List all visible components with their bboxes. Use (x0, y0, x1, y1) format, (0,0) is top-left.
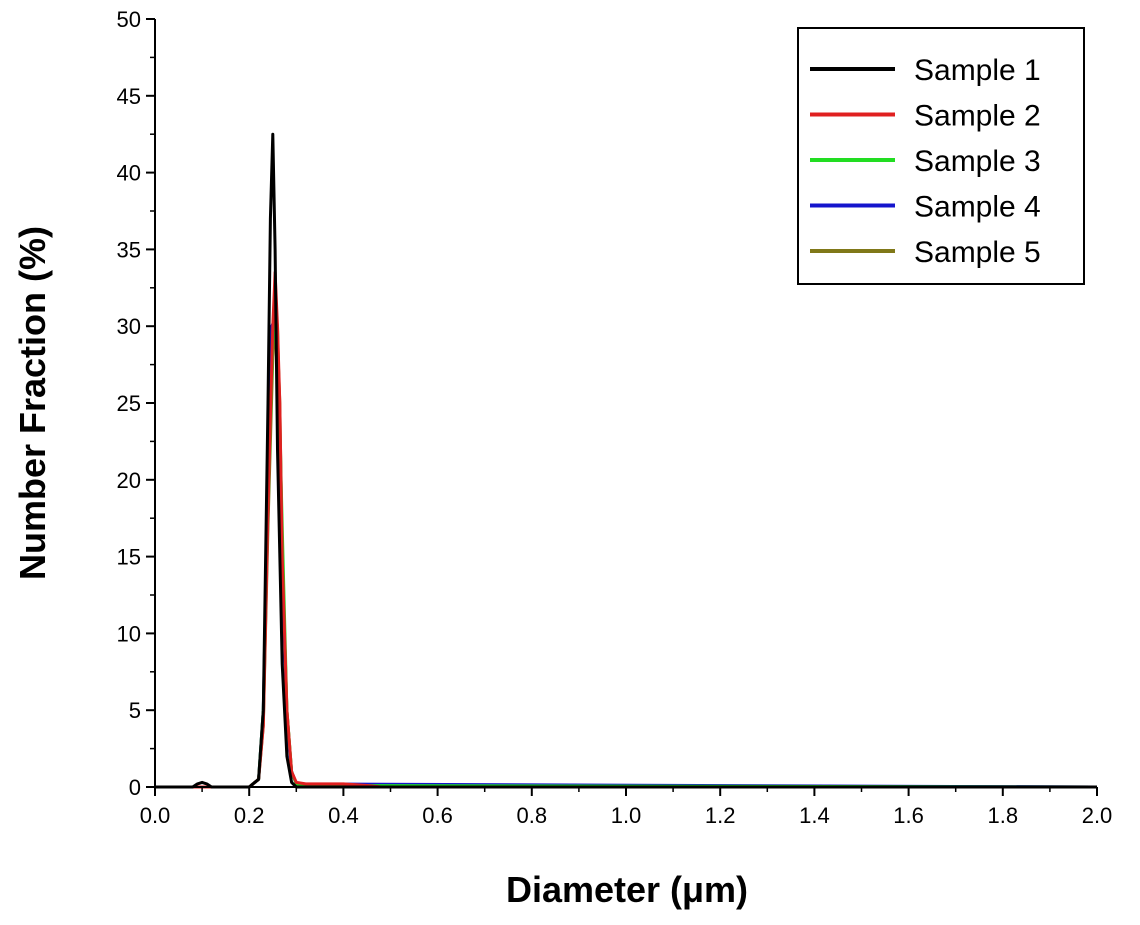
y-tick-label: 0 (129, 775, 141, 800)
legend-label: Sample 5 (914, 236, 1041, 269)
series-line (155, 270, 1097, 789)
x-tick-label: 1.6 (893, 803, 924, 828)
legend-label: Sample 4 (914, 191, 1041, 224)
series-line (155, 132, 1097, 789)
x-axis-title: Diameter (μm) (506, 869, 748, 910)
y-tick-label: 40 (117, 161, 141, 186)
y-tick-label: 30 (117, 314, 141, 339)
x-tick-label: 0.8 (517, 803, 548, 828)
x-tick-label: 1.8 (988, 803, 1019, 828)
y-tick-label: 45 (117, 84, 141, 109)
y-tick-label: 15 (117, 545, 141, 570)
x-tick-label: 0.6 (422, 803, 453, 828)
y-tick-label: 10 (117, 621, 141, 646)
x-tick-label: 1.4 (799, 803, 830, 828)
y-tick-label: 5 (129, 698, 141, 723)
axes: 0.0 0.2 0.4 0.6 0.8 1.0 1.2 1.4 1.6 1.8 2.0 0 5 10 15 2… (117, 7, 1113, 828)
series-line (155, 317, 1098, 789)
legend-label: Sample 1 (914, 54, 1041, 87)
x-tick-label: 0.2 (234, 803, 265, 828)
y-tick-label: 25 (117, 391, 141, 416)
x-tick-label: 2.0 (1082, 803, 1113, 828)
y-tick-label: 35 (117, 237, 141, 262)
legend: Sample 1 Sample 2 Sample 3 Sample 4 Sample 5 (797, 27, 1085, 285)
plot-area (155, 132, 1098, 789)
x-tick-label: 0.0 (140, 803, 171, 828)
x-tick-label: 1.0 (611, 803, 642, 828)
series-line (155, 309, 1098, 789)
y-tick-label: 20 (117, 468, 141, 493)
x-tick-label: 0.4 (328, 803, 359, 828)
y-tick-label: 50 (117, 7, 141, 32)
x-tick-label: 1.2 (705, 803, 736, 828)
series-line (155, 327, 1098, 789)
legend-label: Sample 2 (914, 100, 1041, 133)
legend-label: Sample 3 (914, 145, 1041, 178)
y-axis-title: Number Fraction (%) (12, 226, 53, 580)
